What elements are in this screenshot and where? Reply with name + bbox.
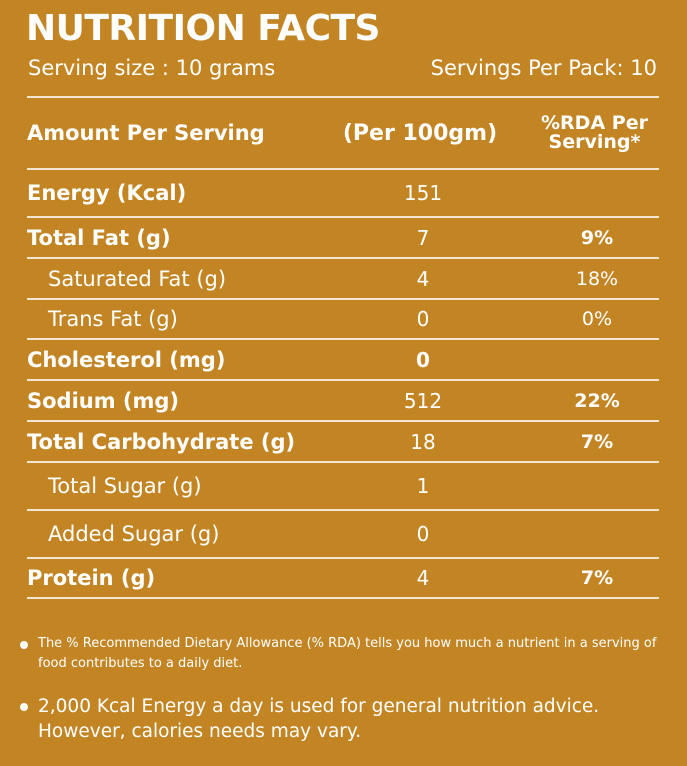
nutrient-name: Total Fat (g) — [27, 225, 171, 250]
table-row: Trans Fat (g) 0 0% — [27, 300, 659, 338]
nutrient-rda: 7% — [580, 567, 614, 589]
footnote: The % Recommended Dietary Allowance (% R… — [20, 634, 670, 674]
nutrient-rda: 9% — [580, 226, 614, 249]
nutrient-name: Trans Fat (g) — [48, 307, 178, 331]
nutrition-table: Amount Per Serving (Per 100gm) %RDA Per … — [27, 96, 659, 599]
nutrient-value: 0 — [416, 347, 430, 372]
table-row: Protein (g) 4 7% — [27, 559, 659, 597]
nutrient-name: Sodium (mg) — [27, 388, 180, 413]
table-row: Saturated Fat (g) 4 18% — [27, 259, 659, 298]
nutrient-name: Total Sugar (g) — [48, 474, 202, 498]
nutrient-name: Total Carbohydrate (g) — [27, 429, 296, 454]
table-row: Energy (Kcal) 151 — [27, 170, 659, 216]
nutrient-name: Saturated Fat (g) — [48, 266, 227, 291]
divider — [27, 379, 659, 381]
serving-size: Serving size : 10 grams — [28, 56, 276, 80]
servings-per-pack: Servings Per Pack: 10 — [430, 56, 657, 80]
nutrient-rda: 0% — [581, 308, 613, 330]
divider — [27, 557, 659, 559]
header-per100: (Per 100gm) — [342, 120, 498, 146]
divider — [27, 96, 659, 98]
nutrient-name: Added Sugar (g) — [48, 522, 220, 546]
table-row: Cholesterol (mg) 0 — [27, 340, 659, 379]
table-row: Sodium (mg) 512 22% — [27, 381, 659, 420]
nutrient-value: 512 — [403, 388, 443, 413]
nutrient-rda: 22% — [574, 389, 620, 412]
footnote: 2,000 Kcal Energy a day is used for gene… — [20, 694, 670, 744]
footnotes: The % Recommended Dietary Allowance (% R… — [20, 634, 670, 744]
divider — [27, 216, 659, 218]
nutrient-value: 18 — [410, 429, 436, 454]
nutrient-value: 4 — [416, 266, 430, 291]
table-row: Added Sugar (g) 0 — [27, 511, 659, 557]
nutrient-rda: 18% — [575, 267, 619, 290]
divider — [27, 597, 659, 599]
header-amount: Amount Per Serving — [27, 121, 265, 145]
divider — [27, 257, 659, 259]
divider — [27, 420, 659, 422]
bullet-icon — [20, 703, 28, 711]
nutrient-name: Energy (Kcal) — [27, 181, 187, 205]
label-title: NUTRITION FACTS — [26, 8, 380, 49]
divider — [27, 168, 659, 170]
nutrient-name: Protein (g) — [27, 566, 156, 590]
table-header: Amount Per Serving (Per 100gm) %RDA Per … — [27, 98, 659, 168]
nutrient-value: 151 — [403, 181, 443, 205]
table-row: Total Fat (g) 7 9% — [27, 218, 659, 257]
nutrient-value: 1 — [416, 474, 430, 498]
nutrient-value: 7 — [416, 225, 430, 250]
nutrient-value: 0 — [416, 522, 430, 546]
nutrient-name: Cholesterol (mg) — [27, 347, 226, 372]
header-rda: %RDA Per Serving* — [541, 112, 648, 153]
divider — [27, 338, 659, 340]
nutrient-value: 0 — [416, 307, 430, 331]
nutrient-value: 4 — [416, 566, 430, 590]
bullet-icon — [20, 641, 28, 649]
table-row: Total Sugar (g) 1 — [27, 463, 659, 509]
nutrient-rda: 7% — [580, 430, 614, 453]
divider — [27, 509, 659, 511]
divider — [27, 298, 659, 300]
divider — [27, 461, 659, 463]
table-row: Total Carbohydrate (g) 18 7% — [27, 422, 659, 461]
